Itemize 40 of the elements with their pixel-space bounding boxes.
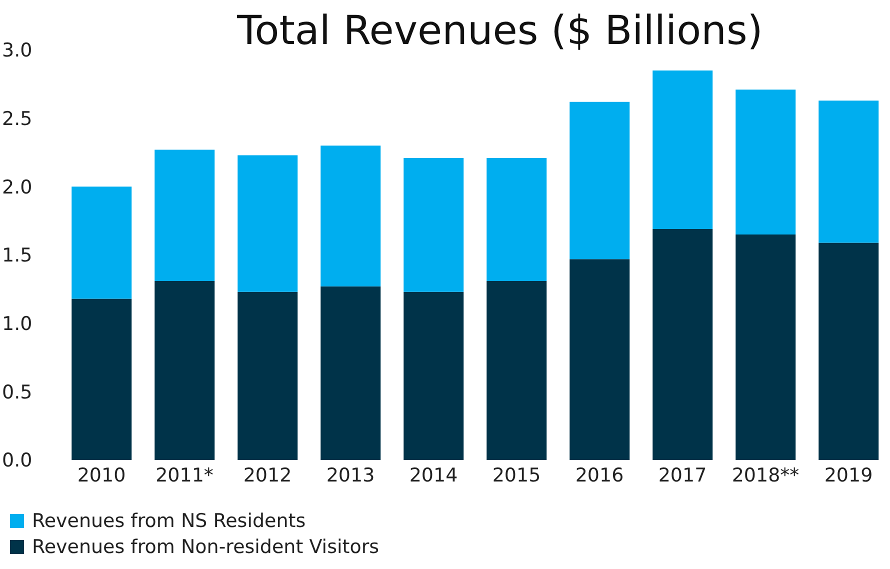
bar: [652, 229, 713, 460]
x-tick-label: 2011*: [156, 464, 214, 486]
x-tick-label: 2018**: [732, 464, 800, 486]
bar: [652, 70, 713, 230]
y-tick-label: 3.0: [2, 40, 32, 62]
x-tick-label: 2016: [575, 464, 624, 486]
bar: [404, 158, 464, 292]
bar: [486, 280, 547, 460]
bar: [736, 90, 796, 234]
bar: [320, 286, 381, 460]
x-tick-label: 2015: [492, 464, 541, 486]
bar: [486, 158, 547, 281]
bar: [72, 298, 132, 460]
bar: [320, 146, 381, 286]
y-tick-label: 1.0: [2, 313, 32, 336]
chart-title: Total Revenues ($ Billions): [236, 8, 764, 54]
bar: [404, 292, 464, 460]
bar: [570, 102, 630, 260]
bar: [154, 280, 215, 460]
y-tick-label: 0.0: [2, 450, 32, 472]
x-tick-label: 2013: [326, 464, 375, 486]
x-tick-label: 2014: [409, 464, 458, 486]
y-tick-label: 0.5: [2, 381, 32, 404]
x-tick-label: 2019: [824, 464, 873, 486]
legend-label: Revenues from Non-resident Visitors: [32, 536, 380, 558]
bar: [238, 292, 298, 460]
bar: [154, 150, 215, 281]
bar: [238, 155, 298, 292]
x-tick-label: 2017: [658, 464, 707, 486]
y-tick-label: 2.0: [2, 176, 32, 198]
y-tick-label: 1.5: [2, 244, 32, 267]
bar: [818, 100, 879, 243]
legend-label: Revenues from NS Residents: [32, 510, 306, 532]
bar: [72, 186, 132, 299]
x-tick-label: 2010: [77, 464, 126, 486]
bar: [570, 259, 630, 460]
y-tick-label: 2.5: [2, 108, 32, 130]
x-tick-label: 2012: [243, 464, 292, 486]
bar: [818, 242, 879, 460]
bar: [736, 234, 796, 460]
